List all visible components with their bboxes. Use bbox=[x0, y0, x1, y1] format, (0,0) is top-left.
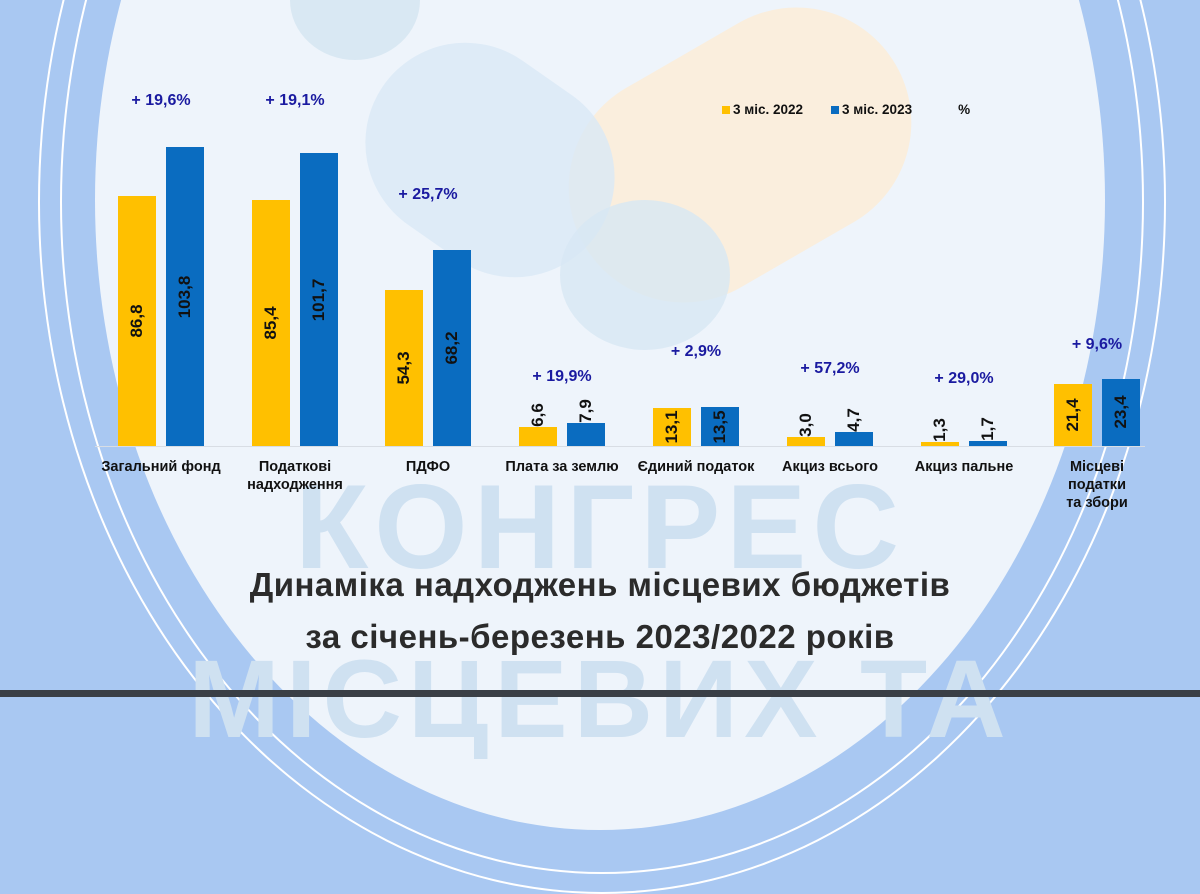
legend-label-pct: % bbox=[958, 102, 971, 117]
legend-item-2023: 3 міс. 2023 bbox=[831, 102, 912, 117]
bar-2023: 4,7 bbox=[835, 409, 873, 446]
legend-item-2022: 3 міс. 2022 bbox=[722, 102, 803, 117]
legend-label-2022: 3 міс. 2022 bbox=[733, 102, 804, 117]
growth-percent-label: + 9,6% bbox=[1071, 336, 1123, 353]
category-label: Місцеві податки та збори bbox=[1066, 459, 1128, 511]
bar-2023: 23,4 bbox=[1102, 378, 1140, 446]
bar-value-label: 13,1 bbox=[662, 410, 681, 444]
bar-2022: 6,6 bbox=[519, 403, 557, 446]
bar-2023: 101,7 bbox=[300, 153, 338, 446]
x-axis-line bbox=[95, 446, 1145, 447]
bar-2023: 68,2 bbox=[433, 249, 471, 446]
bar-value-label: 103,8 bbox=[175, 275, 194, 318]
growth-percent-label: + 29,0% bbox=[934, 370, 994, 387]
bar-2022: 85,4 bbox=[252, 200, 290, 446]
legend-swatch-2022 bbox=[722, 105, 730, 114]
chart-title-line1: Динаміка надходжень місцевих бюджетів bbox=[249, 566, 951, 603]
growth-percent-label: + 19,1% bbox=[265, 92, 325, 109]
bar-2022: 13,1 bbox=[653, 408, 691, 446]
chart-title-line2: за січень-березень 2023/2022 років bbox=[305, 618, 895, 655]
bar-2023: 103,8 bbox=[166, 147, 204, 446]
bar-value-label: 85,4 bbox=[261, 306, 280, 340]
bar-value-label: 68,2 bbox=[442, 331, 461, 365]
bar-2023: 13,5 bbox=[701, 407, 739, 446]
category-label: ПДФО bbox=[405, 459, 451, 475]
legend-swatch-2023 bbox=[831, 105, 840, 114]
bar-2022: 3,0 bbox=[787, 414, 825, 446]
category-label: Податкові надходження bbox=[247, 459, 343, 493]
growth-percent-label: + 19,9% bbox=[532, 368, 592, 385]
bar-2023: 1,7 bbox=[969, 417, 1007, 446]
growth-percent-label: + 19,6% bbox=[131, 92, 191, 109]
bar-2022: 1,3 bbox=[921, 418, 959, 446]
category-label: Єдиний податок bbox=[637, 459, 755, 475]
bar-value-label: 4,7 bbox=[844, 408, 863, 433]
category-label: Акциз всього bbox=[782, 459, 878, 475]
bar-2022: 54,3 bbox=[385, 289, 423, 446]
bar-value-label: 1,3 bbox=[930, 418, 949, 443]
bottom-strip bbox=[0, 690, 1200, 697]
category-label: Загальний фонд bbox=[101, 459, 221, 475]
category-label: Акциз пальне bbox=[914, 459, 1014, 475]
growth-percent-label: + 25,7% bbox=[398, 186, 458, 203]
legend-label-2023: 3 міс. 2023 bbox=[842, 102, 913, 117]
bar-value-label: 21,4 bbox=[1063, 398, 1082, 432]
bar-value-label: 23,4 bbox=[1111, 395, 1130, 429]
bar-value-label: 6,6 bbox=[528, 403, 547, 427]
bar-value-label: 13,5 bbox=[710, 410, 729, 444]
bar-value-label: 1,7 bbox=[978, 417, 997, 441]
bar-value-label: 54,3 bbox=[394, 351, 413, 385]
bar-value-label: 86,8 bbox=[127, 304, 146, 338]
bar-chart: 3 міс. 2022 3 міс. 2023 % 86,8 103,8 + 19,… bbox=[95, 92, 1145, 511]
bar-value-label: 7,9 bbox=[576, 399, 595, 424]
category-label: Плата за землю bbox=[505, 459, 619, 475]
bar-value-label: 3,0 bbox=[796, 413, 815, 438]
bar-2023: 7,9 bbox=[567, 399, 605, 446]
bar-2022: 86,8 bbox=[118, 196, 156, 446]
chart-legend: 3 міс. 2022 3 міс. 2023 % bbox=[722, 102, 970, 117]
growth-percent-label: + 57,2% bbox=[800, 360, 860, 377]
growth-percent-label: + 2,9% bbox=[670, 343, 722, 360]
bar-2022: 21,4 bbox=[1054, 384, 1092, 446]
bar-value-label: 101,7 bbox=[309, 278, 328, 321]
